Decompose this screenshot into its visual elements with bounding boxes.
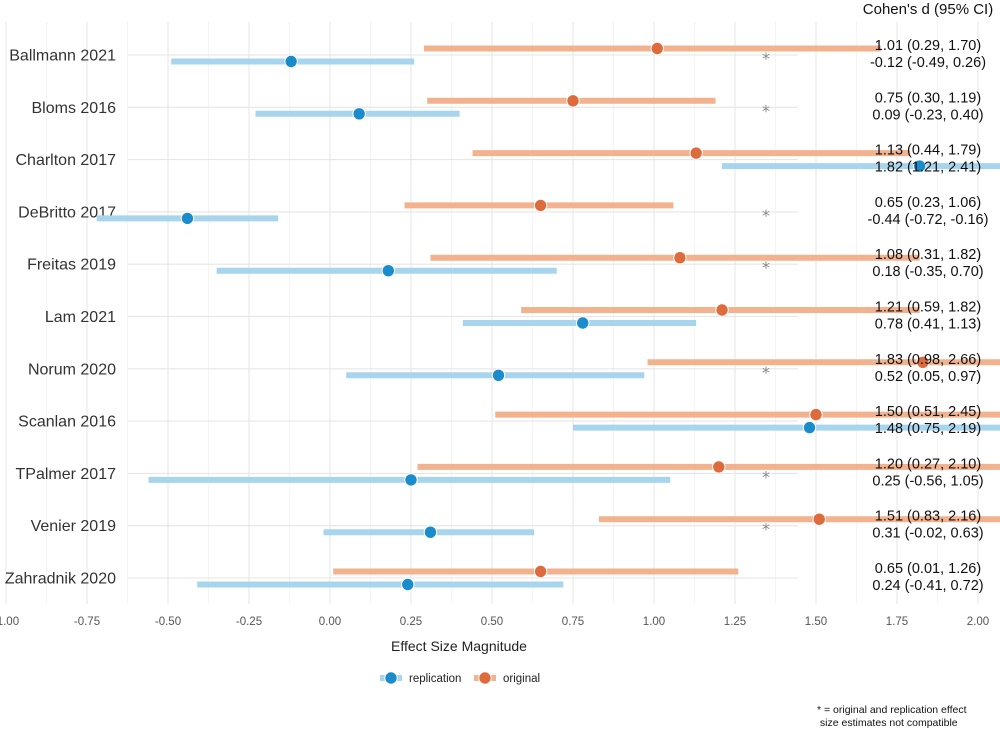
- replication-ci-text: -0.44 (-0.72, -0.16): [868, 212, 989, 228]
- x-tick-label: 1.50: [805, 616, 827, 628]
- x-tick-label: -1.00: [0, 616, 19, 628]
- study-label: Scanlan 2016: [18, 414, 116, 431]
- plot-marks: * * * * * * *: [96, 41, 1000, 592]
- incompatibility-flag: *: [762, 363, 770, 382]
- original-point: [715, 303, 729, 317]
- original-ci-text: 1.13 (0.44, 1.79): [875, 143, 981, 159]
- x-axis-label: Effect Size Magnitude: [391, 638, 527, 654]
- legend-replication-label: replication: [409, 673, 461, 685]
- replication-ci-text: 1.48 (0.75, 2.19): [875, 421, 981, 437]
- original-ci-text: 1.20 (0.27, 2.10): [875, 456, 981, 472]
- original-ci-text: 1.08 (0.31, 1.82): [875, 247, 981, 263]
- original-ci-text: 1.50 (0.51, 2.45): [875, 404, 981, 420]
- original-ci-text: 0.65 (0.01, 1.26): [875, 561, 981, 577]
- original-point: [812, 512, 826, 526]
- legend-original-point: [478, 671, 492, 685]
- replication-point: [381, 264, 396, 278]
- replication-point: [180, 211, 195, 226]
- legend-original-label: original: [503, 673, 540, 685]
- legend: replication original: [380, 671, 540, 685]
- original-point: [916, 355, 930, 369]
- incompatibility-flag: *: [762, 258, 770, 277]
- replication-ci-text: 0.24 (-0.41, 0.72): [872, 578, 983, 594]
- legend-replication-point: [384, 671, 398, 685]
- replication-point: [912, 159, 927, 173]
- ci-text-column: Cohen's d (95% CI) 1.01 (0.29, 1.70)-0.1…: [863, 1, 993, 594]
- x-tick-label: -0.75: [74, 616, 100, 628]
- replication-point: [401, 577, 415, 592]
- original-point: [689, 146, 703, 160]
- original-point: [673, 251, 687, 265]
- original-ci-text: 0.65 (0.23, 1.06): [875, 195, 981, 211]
- replication-ci-text: 0.25 (-0.56, 1.05): [872, 473, 983, 489]
- incompatibility-flag: *: [762, 520, 770, 539]
- x-tick-label: 1.75: [886, 616, 908, 628]
- replication-ci-text: 0.09 (-0.23, 0.40): [872, 107, 983, 123]
- original-ci-text: 1.51 (0.83, 2.16): [875, 509, 981, 525]
- x-tick-label: -0.50: [155, 616, 181, 628]
- replication-point: [802, 420, 817, 435]
- x-tick-label: 0.25: [400, 616, 422, 628]
- original-point: [533, 564, 548, 579]
- original-point: [650, 41, 664, 56]
- replication-ci-text: 0.31 (-0.02, 0.63): [872, 526, 983, 542]
- incompatibility-flag: *: [762, 467, 770, 486]
- replication-ci-text: 1.82 (1.21, 2.41): [875, 160, 981, 176]
- study-labels: Ballmann 2021 Bloms 2016 Charlton 2017 DeBr…: [5, 48, 116, 588]
- x-tick-label: 1.25: [724, 616, 746, 628]
- replication-ci-text: 0.78 (0.41, 1.13): [875, 317, 981, 333]
- study-label: TPalmer 2017: [16, 466, 117, 483]
- replication-ci-text: 0.52 (0.05, 0.97): [875, 369, 981, 385]
- study-label: DeBritto 2017: [18, 204, 116, 221]
- replication-ci-text: 0.18 (-0.35, 0.70): [872, 264, 983, 280]
- study-label: Venier 2019: [31, 518, 117, 535]
- replication-point: [352, 107, 366, 121]
- incompatibility-flag: *: [762, 49, 770, 68]
- original-point: [712, 460, 726, 474]
- study-label: Charlton 2017: [15, 152, 116, 169]
- study-label: Bloms 2016: [32, 100, 117, 117]
- replication-ci-text: -0.12 (-0.49, 0.26): [870, 55, 986, 71]
- original-ci-text: 0.75 (0.30, 1.19): [875, 90, 981, 106]
- x-tick-label: 0.75: [562, 616, 584, 628]
- x-tick-label: -0.25: [236, 616, 262, 628]
- x-tick-label: 0.00: [319, 616, 341, 628]
- x-axis-ticks: -1.00 -0.75 -0.50 -0.25 0.00 0.25 0.50 0.75 1.00…: [0, 616, 989, 628]
- replication-point: [284, 54, 298, 69]
- study-label: Ballmann 2021: [9, 48, 116, 65]
- footnote: * = original and replication effect size…: [817, 704, 967, 729]
- replication-point: [491, 368, 506, 382]
- ci-column-header: Cohen's d (95% CI): [863, 1, 993, 18]
- original-ci-text: 1.83 (0.98, 2.66): [875, 352, 981, 368]
- replication-point: [423, 525, 438, 539]
- study-label: Lam 2021: [45, 309, 116, 326]
- original-ci-text: 1.01 (0.29, 1.70): [875, 38, 981, 54]
- original-point: [809, 407, 823, 422]
- study-label: Freitas 2019: [27, 257, 116, 274]
- replication-point: [576, 316, 590, 330]
- replication-point: [404, 473, 418, 487]
- incompatibility-flag: *: [762, 101, 770, 120]
- x-tick-label: 1.00: [643, 616, 665, 628]
- original-point: [533, 198, 548, 213]
- incompatibility-flag: *: [762, 206, 770, 225]
- original-ci-text: 1.21 (0.59, 1.82): [875, 300, 981, 316]
- study-label: Norum 2020: [28, 361, 116, 378]
- footnote-line: size estimates not compatible: [817, 717, 958, 729]
- x-tick-label: 0.50: [481, 616, 503, 628]
- x-tick-label: 2.00: [967, 616, 989, 628]
- footnote-line: * = original and replication effect: [817, 704, 967, 716]
- study-label: Zahradnik 2020: [5, 571, 116, 588]
- original-point: [566, 94, 580, 108]
